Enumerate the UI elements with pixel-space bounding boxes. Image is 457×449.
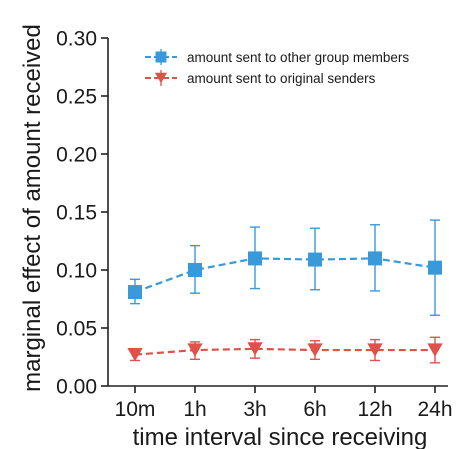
x-tick-label: 10m [115,398,156,421]
legend-marker [154,72,168,84]
data-point [428,260,442,275]
y-tick-label: 0.15 [56,202,97,225]
data-point [128,285,142,300]
data-point [308,252,322,267]
y-tick-label: 0.25 [56,86,97,109]
x-tick-label: 12h [357,398,392,421]
data-point [187,343,203,357]
legend-item-1: amount sent to other group members [145,49,409,65]
series-1 [128,219,442,316]
legend-item-2: amount sent to original senders [145,70,376,86]
legend: amount sent to other group members amount… [145,49,409,86]
data-point [368,251,382,266]
legend-label: amount sent to other group members [187,50,409,65]
data-point [427,343,443,357]
data-point [248,251,262,266]
y-axis-label: marginal effect of amount received [19,24,46,392]
x-tick-label: 24h [417,398,452,421]
data-point [307,343,323,357]
y-tick-label: 0.10 [56,260,97,283]
data-point [367,343,383,357]
legend-label: amount sent to original senders [187,71,376,86]
y-tick-label: 0.30 [56,28,97,51]
x-tick-label: 6h [303,398,326,421]
data-point [127,348,143,362]
series-2 [127,336,443,364]
x-tick-label: 1h [183,398,206,421]
y-tick-label: 0.20 [56,144,97,167]
data-point [247,342,263,356]
y-tick-label: 0.05 [56,318,97,341]
data-point [188,263,202,277]
series-layer [127,219,443,364]
x-tick-label: 3h [243,398,266,421]
axes: 0.00 0.05 0.10 0.15 0.20 0.25 0.30 10m 1h 3h 6h 12h… [56,28,452,422]
x-axis-label: time interval since receiving [133,424,428,449]
y-tick-label: 0.00 [56,376,97,399]
series-line [134,347,435,356]
series-line [134,257,436,294]
legend-marker [155,51,167,63]
